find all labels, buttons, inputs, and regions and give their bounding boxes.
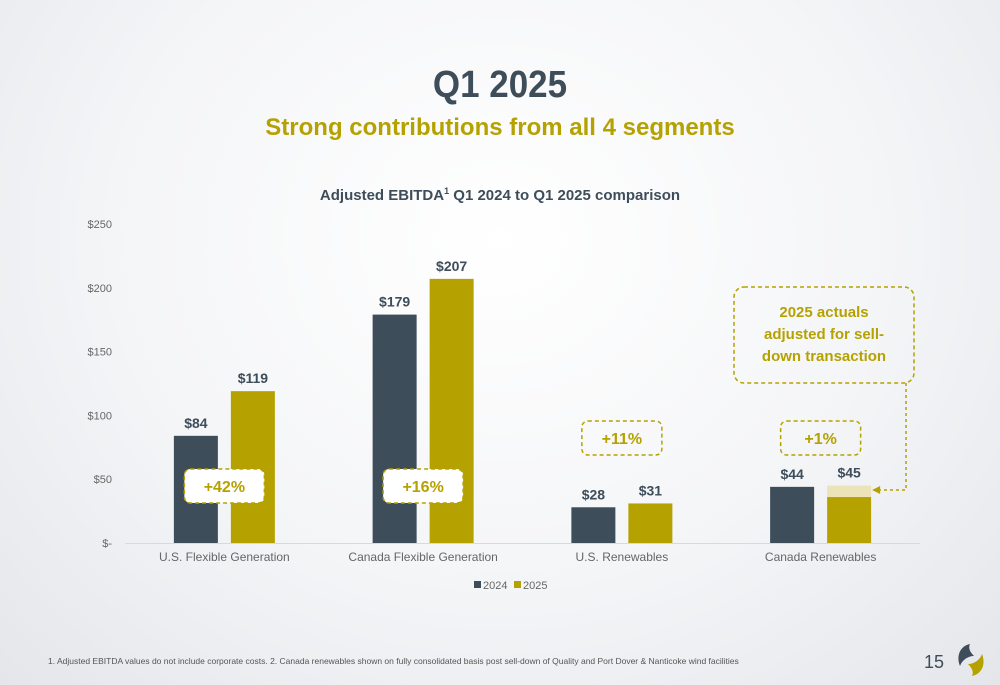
data-label: $45 [837, 465, 861, 481]
callout-box [733, 286, 915, 384]
data-label: $179 [379, 294, 410, 310]
growth-label: +42% [204, 479, 245, 496]
y-tick-label: $150 [88, 347, 112, 359]
data-label: $28 [582, 486, 606, 502]
y-tick-label: $- [102, 538, 112, 550]
data-label: $119 [238, 370, 269, 386]
data-label: $44 [780, 466, 804, 482]
x-tick-label: Canada Flexible Generation [348, 550, 497, 564]
page-number: 15 [924, 652, 945, 672]
x-tick-label: Canada Renewables [765, 550, 876, 564]
y-tick-label: $100 [88, 410, 112, 422]
callout-text: 2025 actuals [779, 304, 868, 321]
ebitda-bar-chart: $- $50 $100 $150 $200 $250 $84 $119 U.S. Flexibl… [88, 219, 920, 592]
bar-2025 [628, 503, 673, 543]
y-tick-label: $200 [88, 283, 112, 295]
callout-arrowhead [872, 486, 881, 494]
growth-badge [581, 420, 663, 456]
footnote: 1. Adjusted EBITDA values do not include… [48, 656, 739, 666]
callout-connector [877, 383, 907, 491]
growth-badge [779, 420, 862, 456]
bar-2024 [571, 507, 616, 543]
legend-swatch [474, 581, 481, 588]
data-label: $31 [639, 482, 663, 498]
chart-title-footnote-mark: 1 [444, 186, 450, 196]
growth-label: +1% [804, 431, 836, 448]
page-title: Q1 2025 [432, 64, 568, 106]
bar-2025 [827, 497, 872, 543]
growth-label: +16% [402, 479, 443, 496]
legend-swatch [514, 581, 521, 588]
legend-label: 2025 [523, 580, 547, 592]
x-tick-label: U.S. Flexible Generation [159, 550, 290, 564]
company-logo-icon [958, 644, 984, 676]
data-label: $84 [184, 415, 208, 431]
data-label: $207 [436, 258, 467, 274]
x-tick-label: U.S. Renewables [576, 550, 669, 564]
page-subtitle: Strong contributions from all 4 segments [265, 114, 735, 141]
bar-2025-adjustment [827, 485, 872, 498]
chart-title-main: Adjusted EBITDA [319, 187, 445, 204]
bar-2024 [770, 486, 815, 543]
legend-label: 2024 [483, 580, 507, 592]
growth-badge [382, 468, 464, 504]
callout-text: down transaction [762, 348, 886, 365]
growth-label: +11% [602, 431, 642, 448]
y-tick-label: $50 [94, 474, 112, 486]
bar-2024 [372, 314, 417, 543]
chart-title: Adjusted EBITDA1 Q1 2024 to Q1 2025 comp… [0, 186, 1000, 204]
callout-text: adjusted for sell- [764, 326, 884, 343]
y-tick-label: $250 [88, 219, 112, 231]
bar-2025 [230, 391, 275, 543]
chart-title-rest: Q1 2024 to Q1 2025 comparison [449, 187, 681, 204]
growth-badge [183, 468, 266, 504]
